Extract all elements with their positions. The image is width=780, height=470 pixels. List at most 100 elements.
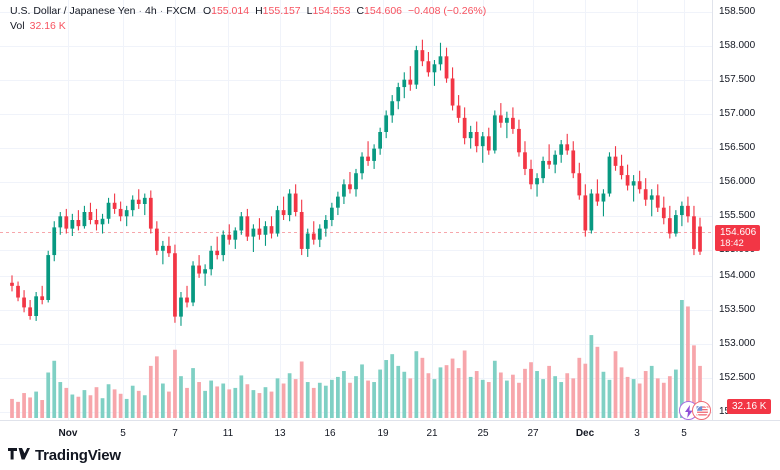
volume-bar — [64, 387, 69, 418]
candle-wick — [633, 175, 635, 202]
candle-body — [595, 193, 600, 202]
candle-body — [698, 226, 702, 252]
volume-bar — [631, 379, 636, 418]
volume-bar — [408, 378, 413, 418]
volume-bar — [486, 382, 491, 418]
symbol-name[interactable]: U.S. Dollar / Japanese Yen — [10, 5, 136, 17]
time-axis-tick: 5 — [120, 428, 126, 439]
candle-wick — [95, 208, 98, 231]
candle-body — [486, 136, 491, 151]
candle-wick — [162, 240, 164, 265]
tradingview-logo[interactable]: TradingView — [8, 448, 121, 463]
volume-bar — [112, 389, 117, 418]
time-axis-tick: 21 — [426, 428, 438, 439]
current-price-badge[interactable]: 154.606 18:42 — [715, 225, 761, 251]
volume-bar — [354, 376, 358, 418]
grid-line-horizontal — [0, 310, 712, 311]
volume-label[interactable]: Vol — [10, 20, 25, 32]
price-axis-tick: 158.000 — [719, 40, 756, 51]
volume-bar — [233, 387, 238, 418]
candle-body — [46, 255, 51, 300]
volume-bar — [673, 369, 678, 418]
volume-bar — [589, 335, 594, 418]
volume-bar — [667, 376, 672, 418]
grid-line-vertical — [175, 0, 176, 420]
exchange-label[interactable]: FXCM — [166, 5, 196, 17]
volume-bar — [474, 371, 479, 418]
volume-bar — [179, 376, 183, 418]
volume-bar — [317, 382, 322, 418]
volume-bar — [366, 380, 370, 418]
price-axis-tick: 158.500 — [719, 6, 756, 17]
candle-body — [692, 216, 696, 249]
volume-bar — [221, 383, 226, 418]
candle-body — [498, 115, 503, 123]
candle-body — [16, 285, 20, 298]
time-axis-tick: 7 — [172, 428, 178, 439]
candle-body — [468, 132, 473, 139]
volume-bar — [601, 371, 606, 418]
candle-body — [450, 78, 455, 106]
volume-badge[interactable]: 32.16 K — [727, 399, 772, 414]
current-price-text: 154.606 — [720, 227, 757, 238]
time-axis-tick: 27 — [527, 428, 539, 439]
candle-wick — [651, 189, 653, 217]
candle-body — [565, 144, 570, 151]
candle-wick — [433, 60, 436, 86]
candle-body — [88, 212, 93, 220]
grid-line-horizontal — [0, 12, 712, 13]
candle-body — [251, 228, 256, 237]
candle-body — [142, 197, 147, 204]
candle-body — [154, 228, 159, 251]
candle-wick — [409, 66, 411, 91]
volume-value: 32.16 K — [29, 20, 66, 32]
time-axis-tick: 19 — [377, 428, 389, 439]
volume-bar — [16, 401, 20, 418]
candle-body — [130, 199, 135, 211]
candle-body — [245, 216, 250, 237]
time-axis-tick: 25 — [477, 428, 489, 439]
candle-body — [112, 202, 117, 209]
candle-body — [215, 250, 220, 256]
volume-bar — [173, 349, 177, 418]
candle-body — [384, 115, 389, 132]
candle-body — [34, 296, 39, 316]
candle-body — [161, 245, 165, 251]
candle-body — [408, 79, 413, 85]
candle-body — [372, 148, 376, 161]
legend-separator-1: · — [138, 5, 143, 17]
volume-bar — [372, 382, 376, 418]
chart-pane[interactable] — [0, 0, 712, 420]
price-axis[interactable]: 158.500 158.000 157.500 157.000 156.500 156.0… — [712, 0, 780, 420]
interval-label[interactable]: 4h — [145, 5, 157, 17]
candle-body — [607, 156, 612, 194]
volume-bar — [511, 374, 515, 418]
candle-body — [402, 79, 407, 88]
candle-body — [553, 154, 558, 165]
candle-body — [505, 117, 509, 123]
volume-bar — [329, 379, 334, 418]
volume-bar — [625, 376, 630, 418]
time-axis[interactable]: Nov 5 7 11 13 16 19 21 25 27 Dec 3 5 — [0, 420, 780, 446]
grid-line-vertical — [123, 0, 124, 420]
candle-body — [191, 265, 195, 303]
volume-bar — [118, 393, 123, 418]
candle-body — [661, 207, 666, 219]
candle-wick — [186, 285, 188, 308]
candle-body — [269, 226, 274, 234]
volume-bar — [275, 378, 280, 418]
volume-bar — [148, 365, 153, 418]
volume-bar — [450, 358, 455, 418]
us-flag-icon[interactable] — [692, 401, 711, 420]
time-axis-tick: 13 — [274, 428, 286, 439]
time-axis-tick: 5 — [681, 428, 687, 439]
volume-bar — [432, 379, 437, 418]
candle-wick — [536, 173, 538, 197]
candle-body — [396, 87, 401, 102]
time-axis-tick: 3 — [634, 428, 640, 439]
candle-body — [390, 101, 395, 116]
tradingview-mark-icon — [8, 448, 30, 460]
volume-bar — [142, 395, 147, 418]
candle-body — [613, 156, 618, 166]
